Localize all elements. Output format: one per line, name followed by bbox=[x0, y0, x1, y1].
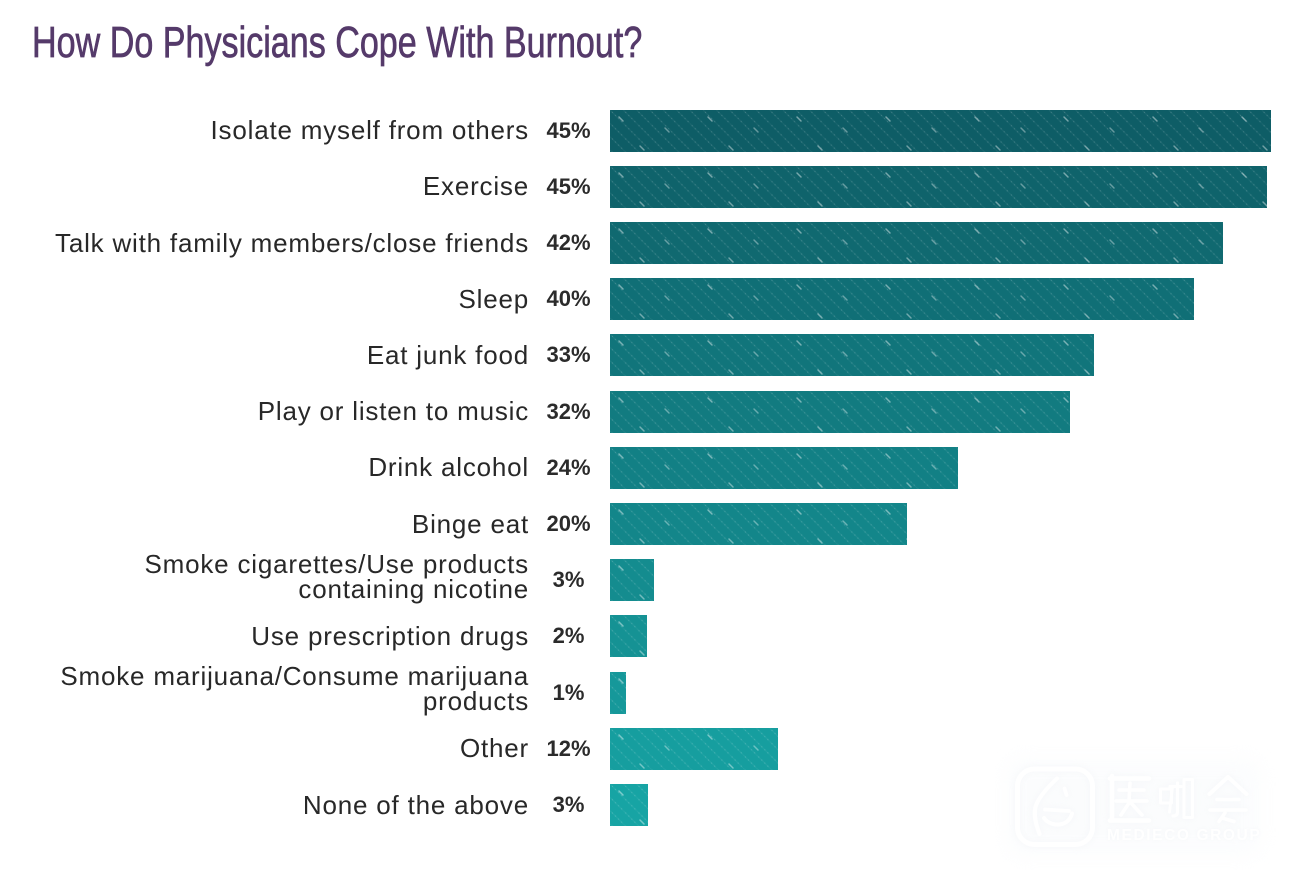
svg-text:MEDIECO GROUP: MEDIECO GROUP bbox=[1107, 827, 1261, 844]
svg-text:MEDIECO GROUP: MEDIECO GROUP bbox=[1107, 827, 1261, 844]
